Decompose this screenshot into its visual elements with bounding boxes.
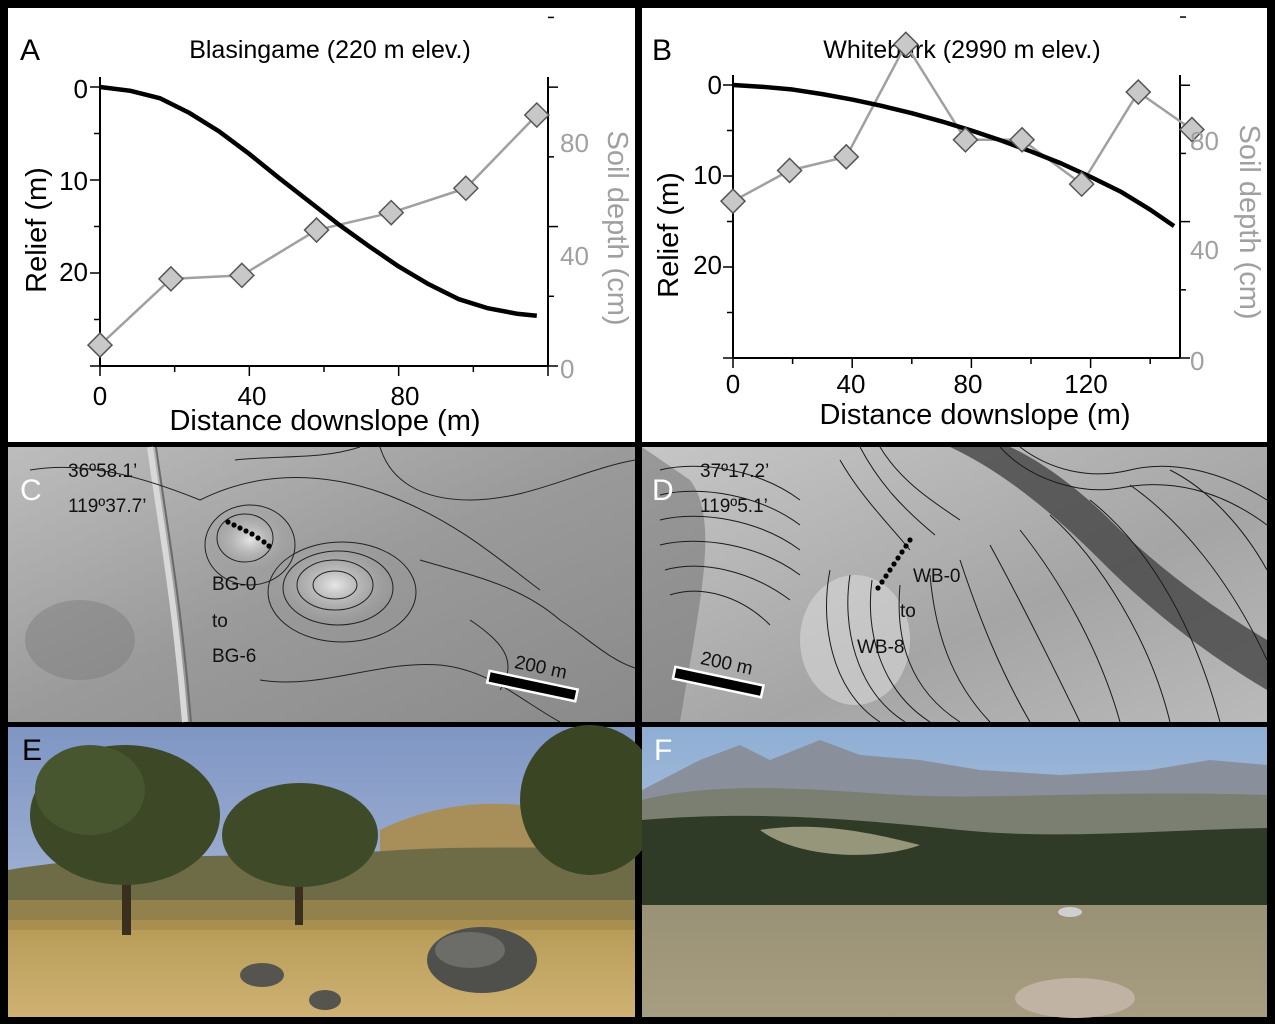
map-d-label-to: to bbox=[900, 601, 916, 622]
chart-a-y2tick-1: 40 bbox=[560, 241, 589, 271]
panel-c-map: C 36º58.1’ 119º37.7’ BG-0 to BG-6 200 m bbox=[8, 446, 636, 723]
chart-a-soil-point bbox=[523, 101, 550, 129]
map-c-lon: 119º37.7’ bbox=[68, 496, 146, 517]
chart-b-ytick-0: 0 bbox=[708, 70, 722, 100]
map-d-lon: 119º5.1’ bbox=[700, 496, 768, 517]
panel-f-photo: F bbox=[642, 727, 1267, 1018]
chart-a-y2label: Soil depth (cm) bbox=[601, 130, 633, 325]
chart-b-y2label: Soil depth (cm) bbox=[1233, 124, 1265, 319]
chart-b-ytick-1: 10 bbox=[693, 160, 722, 190]
chart-b-soil-point bbox=[1125, 78, 1152, 106]
panel-b-background bbox=[642, 8, 1267, 442]
chart-b-soil-point bbox=[833, 143, 860, 170]
chart-b-y2tick-2: 80 bbox=[1190, 126, 1219, 156]
chart-a-ytick-0: 0 bbox=[74, 74, 88, 104]
chart-b-soil-point bbox=[952, 126, 979, 153]
panel-d-map: D 37º17.2’ 119º5.1’ WB-0 to WB-8 200 m bbox=[642, 446, 1268, 723]
chart-b-xlabel: Distance downslope (m) bbox=[819, 399, 1130, 431]
chart-a-xtick-0: 0 bbox=[93, 381, 107, 411]
chart-b-ytick-2: 20 bbox=[693, 250, 722, 280]
chart-a-soil-point bbox=[452, 175, 479, 202]
chart-b-xtick-0: 0 bbox=[726, 369, 740, 399]
map-c-lat: 36º58.1’ bbox=[68, 461, 137, 482]
chart-a-xtick-1: 40 bbox=[238, 381, 267, 411]
chart-b-soil-point bbox=[719, 188, 747, 215]
panel-d-letter: D bbox=[652, 474, 674, 507]
panel-c-letter: C bbox=[20, 474, 42, 507]
panel-e-photo: E bbox=[8, 725, 660, 1017]
chart-a-title: Blasingame (220 m elev.) bbox=[189, 36, 471, 64]
chart-a-ytick-1: 10 bbox=[59, 166, 88, 196]
chart-a-relief-line bbox=[99, 84, 538, 319]
chart-b-soil-point bbox=[1068, 171, 1095, 198]
chart-b-plot bbox=[719, 16, 1205, 368]
chart-b-xtick-1: 40 bbox=[837, 369, 866, 399]
chart-a-soil-point bbox=[378, 199, 405, 226]
panel-b-letter: B bbox=[652, 34, 672, 67]
map-c-label-to: to bbox=[212, 611, 228, 632]
panel-a-letter: A bbox=[20, 34, 40, 67]
map-c-label-end: BG-6 bbox=[212, 646, 256, 667]
chart-a-soil-point bbox=[303, 216, 330, 244]
chart-b-xtick-2: 80 bbox=[954, 369, 983, 399]
chart-b-soil-point bbox=[776, 157, 803, 184]
chart-b-y2tick-0: 0 bbox=[1190, 346, 1204, 376]
map-c-label-start: BG-0 bbox=[212, 574, 256, 595]
panel-e-letter: E bbox=[22, 734, 42, 767]
panel-b: B Whitebark (2990 m elev.) 0 40 80 120 0… bbox=[652, 16, 1265, 431]
map-d-label-start: WB-0 bbox=[913, 566, 961, 587]
chart-b-soil-point bbox=[892, 31, 919, 58]
chart-a-soil-point bbox=[157, 265, 184, 292]
chart-a-soil-point bbox=[228, 262, 255, 289]
chart-a-plot bbox=[86, 16, 558, 376]
chart-b-soil-point bbox=[1008, 126, 1036, 153]
chart-a-y2tick-2: 80 bbox=[560, 128, 589, 158]
chart-b-title: Whitebark (2990 m elev.) bbox=[823, 36, 1100, 64]
chart-a-y2tick-0: 0 bbox=[560, 354, 574, 384]
map-d-label-end: WB-8 bbox=[857, 637, 905, 658]
map-d-lat: 37º17.2’ bbox=[700, 461, 769, 482]
panel-f-letter: F bbox=[654, 734, 672, 767]
chart-a-ytick-2: 20 bbox=[59, 257, 88, 287]
chart-a-xtick-2: 80 bbox=[391, 381, 420, 411]
panel-a: A Blasingame (220 m elev.) 0 40 80 0 10 … bbox=[20, 16, 633, 437]
chart-b-y2tick-1: 40 bbox=[1190, 235, 1219, 265]
chart-a-soil-point bbox=[86, 332, 114, 359]
chart-b-xtick-3: 120 bbox=[1064, 369, 1107, 399]
chart-a-xlabel: Distance downslope (m) bbox=[169, 405, 480, 437]
chart-b-soil-point bbox=[1178, 116, 1205, 143]
chart-a-ylabel: Relief (m) bbox=[21, 167, 53, 293]
chart-b-relief-line bbox=[732, 82, 1176, 228]
chart-b-ylabel: Relief (m) bbox=[653, 172, 685, 298]
